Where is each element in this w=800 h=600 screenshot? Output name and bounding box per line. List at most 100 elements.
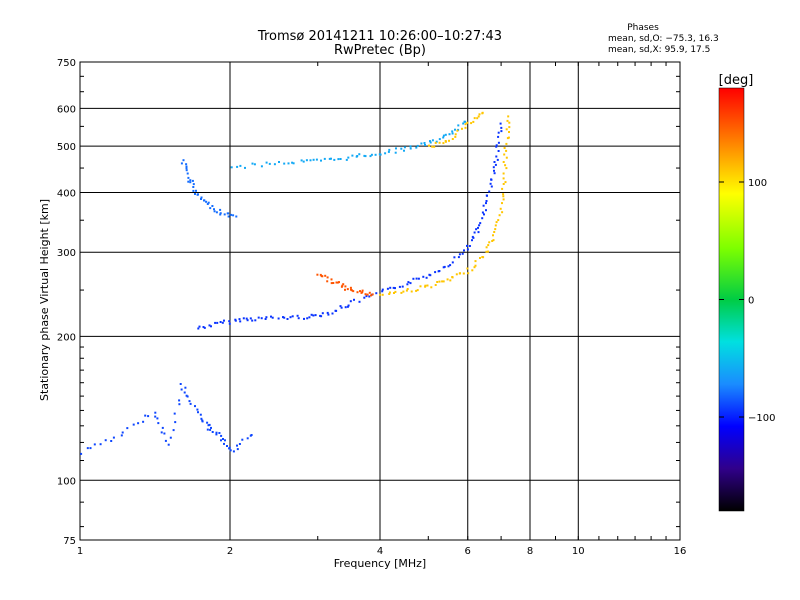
data-point [485,194,488,197]
data-point [220,434,223,437]
x-tick-label: 10 [572,546,585,557]
data-point [363,296,366,299]
data-point [302,160,305,163]
data-point [415,289,418,292]
data-point [388,148,391,151]
data-point [268,162,271,165]
data-point [438,138,441,141]
data-point [224,439,226,442]
data-point [197,411,199,414]
data-point [351,154,354,157]
data-point [356,155,359,157]
data-point [441,280,444,283]
data-point [198,325,201,328]
data-point [488,241,491,244]
data-point [453,256,456,259]
data-point [192,189,195,192]
data-point [215,433,218,436]
data-point [505,128,508,131]
data-point [371,293,374,296]
data-point [207,424,210,427]
data-point [448,139,450,142]
data-point [180,162,183,165]
y-tick-label: 750 [57,58,76,69]
data-point [431,145,434,148]
data-point [316,273,319,276]
data-point [485,202,487,205]
data-point [326,311,329,314]
data-point [493,172,496,175]
data-point [223,213,226,216]
data-point [466,248,469,251]
data-point [369,155,372,158]
data-point [197,193,199,196]
data-point [419,285,422,288]
data-point [173,412,176,415]
data-point [481,211,484,214]
data-point [184,386,187,389]
data-point [265,316,268,319]
data-point [254,319,257,322]
data-point [458,253,461,256]
data-point [363,154,366,157]
data-point [245,317,248,320]
data-point [335,281,338,284]
data-point [208,423,211,426]
data-point [502,198,505,201]
data-point [379,153,382,156]
data-point [392,286,395,289]
data-point [473,117,476,120]
phases-header: Phases [627,23,659,33]
data-point [242,317,245,320]
data-point [345,158,348,161]
data-point [246,319,249,322]
data-point [406,288,409,290]
data-point [192,183,195,186]
data-point [368,295,371,298]
data-point [185,165,188,168]
data-point [490,185,493,188]
data-point [178,399,181,402]
data-point [189,181,192,184]
data-point [381,290,384,293]
data-point [433,145,436,148]
data-point [300,159,303,162]
data-point [230,213,233,216]
data-point [495,221,498,224]
colorbar-ticks: 100 0 −100 [719,178,775,424]
data-point [442,142,445,145]
data-point [495,144,498,147]
data-point [401,285,404,288]
data-point [320,159,322,162]
data-point [423,142,426,144]
data-point [220,439,222,442]
data-point [349,300,352,303]
colorbar-tick-label: −100 [748,413,775,424]
data-point [497,131,500,134]
data-point [132,423,135,426]
data-point [461,127,463,130]
data-point [426,284,429,287]
data-point [501,202,503,205]
data-point [466,244,468,247]
data-point [321,312,324,315]
data-point [477,115,480,118]
data-points [80,111,511,455]
data-point [467,272,470,275]
data-point [485,250,488,253]
data-point [206,203,209,205]
stats-x-mode: mean, sd,X: 95.9, 17.5 [608,45,710,55]
data-point [187,176,190,179]
data-point [310,313,313,316]
data-point [370,153,373,156]
data-point [482,256,485,259]
data-point [400,291,403,294]
data-point [201,420,204,423]
data-point [234,319,237,322]
data-point [333,158,336,161]
data-point [472,120,475,123]
data-point [416,144,419,147]
data-point [422,275,425,278]
data-point [327,313,330,316]
